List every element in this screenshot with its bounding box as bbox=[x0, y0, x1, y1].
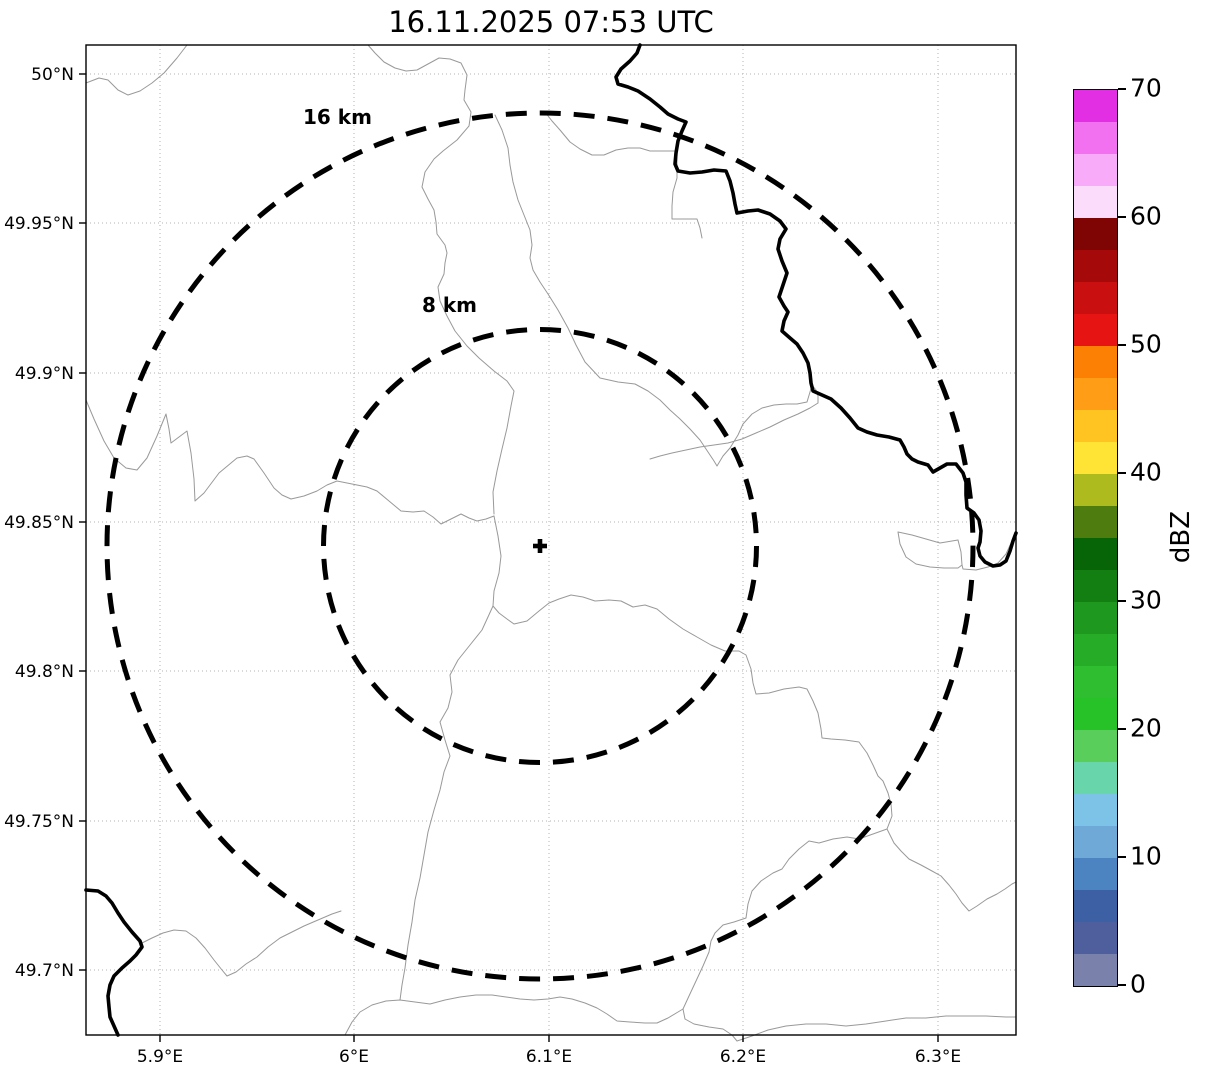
y-axis-tick-label: 49.7°N bbox=[15, 961, 74, 981]
colorbar-tick bbox=[1118, 600, 1126, 602]
figure-title: 16.11.2025 07:53 UTC bbox=[388, 5, 714, 39]
y-axis-tick-label: 50°N bbox=[31, 65, 74, 85]
colorbar-tick-label: 40 bbox=[1130, 457, 1162, 487]
colorbar-segment bbox=[1074, 410, 1117, 442]
y-axis-tick-label: 49.75°N bbox=[4, 812, 74, 832]
y-axis-tick-label: 49.9°N bbox=[15, 364, 74, 384]
colorbar-tick bbox=[1118, 344, 1126, 346]
x-axis-tick-label: 6.1°E bbox=[526, 1047, 572, 1067]
colorbar-segment bbox=[1074, 442, 1117, 474]
colorbar-segment bbox=[1074, 634, 1117, 666]
colorbar bbox=[1073, 89, 1118, 987]
colorbar-tick bbox=[1118, 728, 1126, 730]
admin-boundary-line bbox=[492, 515, 893, 830]
colorbar-segment bbox=[1074, 538, 1117, 570]
colorbar-segment bbox=[1074, 730, 1117, 762]
colorbar-segment bbox=[1074, 378, 1117, 410]
colorbar-tick bbox=[1118, 472, 1126, 474]
admin-boundary-line bbox=[399, 605, 494, 1001]
range-ring-label: 8 km bbox=[422, 293, 477, 317]
x-axis-tick-label: 6.2°E bbox=[720, 1047, 766, 1067]
colorbar-segment bbox=[1074, 506, 1117, 538]
colorbar-segment bbox=[1074, 346, 1117, 378]
country-border-line bbox=[614, 43, 1018, 568]
admin-boundary-line bbox=[85, 44, 188, 96]
colorbar-segment bbox=[1074, 154, 1117, 186]
colorbar-tick-label: 30 bbox=[1130, 585, 1162, 615]
x-axis-tick-label: 5.9°E bbox=[137, 1047, 183, 1067]
colorbar-segment bbox=[1074, 570, 1117, 602]
colorbar-unit-label: dBZ bbox=[1166, 510, 1196, 564]
admin-boundary-line bbox=[682, 828, 888, 1042]
y-axis-tick-label: 49.95°N bbox=[4, 214, 74, 234]
y-axis-tick-label: 49.8°N bbox=[15, 662, 74, 682]
colorbar-segment bbox=[1074, 922, 1117, 954]
colorbar-segment bbox=[1074, 762, 1117, 794]
colorbar-segment bbox=[1074, 794, 1117, 826]
x-axis-tick-label: 6.3°E bbox=[915, 1047, 961, 1067]
colorbar-tick-label: 50 bbox=[1130, 329, 1162, 359]
colorbar-tick bbox=[1118, 88, 1126, 90]
colorbar-segment bbox=[1074, 826, 1117, 858]
y-axis-tick-label: 49.85°N bbox=[4, 513, 74, 533]
colorbar-segment bbox=[1074, 666, 1117, 698]
range-ring-circle bbox=[104, 110, 976, 982]
x-axis-tick-label: 6°E bbox=[339, 1047, 369, 1067]
colorbar-tick bbox=[1118, 856, 1126, 858]
colorbar-tick bbox=[1118, 984, 1126, 986]
colorbar-tick-label: 10 bbox=[1130, 841, 1162, 871]
admin-boundary-line bbox=[544, 111, 703, 239]
colorbar-tick-label: 20 bbox=[1130, 713, 1162, 743]
colorbar-segment bbox=[1074, 474, 1117, 506]
colorbar-tick-label: 60 bbox=[1130, 201, 1162, 231]
colorbar-segment bbox=[1074, 218, 1117, 250]
admin-boundary-line bbox=[886, 828, 1017, 912]
colorbar-tick-label: 0 bbox=[1130, 969, 1146, 999]
colorbar-segment bbox=[1074, 858, 1117, 890]
admin-boundary-line bbox=[141, 910, 342, 977]
range-ring-label: 16 km bbox=[303, 105, 372, 129]
admin-boundary-line bbox=[736, 1015, 1017, 1042]
colorbar-segment bbox=[1074, 954, 1117, 986]
colorbar-tick bbox=[1118, 216, 1126, 218]
colorbar-segment bbox=[1074, 698, 1117, 730]
colorbar-segment bbox=[1074, 602, 1117, 634]
colorbar-tick-label: 70 bbox=[1130, 73, 1162, 103]
admin-boundary-line bbox=[344, 994, 684, 1036]
colorbar-segment bbox=[1074, 314, 1117, 346]
colorbar-segment bbox=[1074, 282, 1117, 314]
map-frame bbox=[85, 44, 1017, 1036]
colorbar-segment bbox=[1074, 250, 1117, 282]
colorbar-segment bbox=[1074, 90, 1117, 122]
admin-boundary-line bbox=[367, 44, 515, 515]
country-border-line bbox=[84, 888, 144, 1037]
admin-boundary-line bbox=[85, 399, 495, 525]
admin-boundary-line bbox=[897, 531, 963, 569]
colorbar-segment bbox=[1074, 890, 1117, 922]
range-ring-circle bbox=[321, 327, 759, 765]
colorbar-segment bbox=[1074, 186, 1117, 218]
admin-boundary-line bbox=[494, 114, 819, 467]
colorbar-segment bbox=[1074, 122, 1117, 154]
